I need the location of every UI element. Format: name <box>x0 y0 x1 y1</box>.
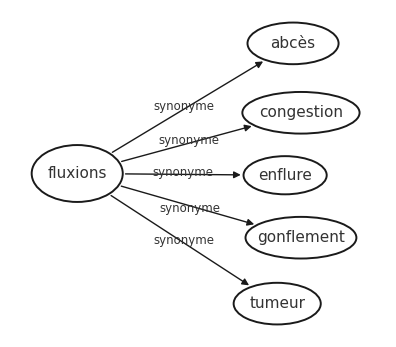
Text: synonyme: synonyme <box>158 134 219 147</box>
Text: tumeur: tumeur <box>249 296 305 311</box>
Text: fluxions: fluxions <box>48 166 107 181</box>
Text: gonflement: gonflement <box>257 230 345 245</box>
Ellipse shape <box>242 92 360 134</box>
Text: synonyme: synonyme <box>160 202 221 215</box>
Ellipse shape <box>234 283 321 324</box>
Ellipse shape <box>248 23 339 64</box>
Text: abcès: abcès <box>270 36 316 51</box>
Text: synonyme: synonyme <box>153 100 214 113</box>
Text: enflure: enflure <box>258 168 312 183</box>
Ellipse shape <box>246 217 356 259</box>
Ellipse shape <box>32 145 123 202</box>
Text: synonyme: synonyme <box>154 234 215 247</box>
Text: synonyme: synonyme <box>153 166 214 179</box>
Text: congestion: congestion <box>259 105 343 120</box>
Ellipse shape <box>244 156 327 194</box>
